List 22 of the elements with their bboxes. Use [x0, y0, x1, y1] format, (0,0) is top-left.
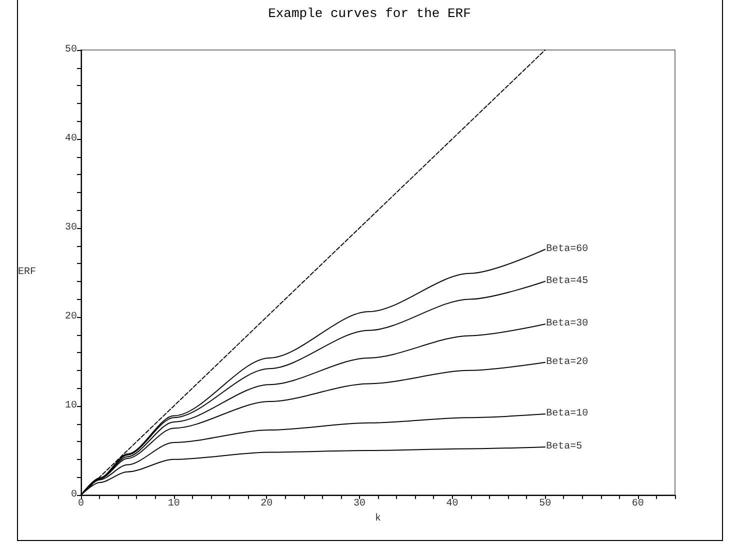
series-label: Beta=10 — [546, 408, 588, 420]
y-tick-label: 0 — [70, 490, 77, 500]
x-tick-label: 20 — [260, 498, 273, 510]
chart-title: Example curves for the ERF — [268, 6, 471, 21]
x-tick-label: 10 — [168, 498, 180, 510]
y-tick-label: 20 — [64, 312, 77, 322]
y-tick-label: 40 — [64, 134, 77, 144]
y-tick-label: 30 — [64, 222, 77, 234]
x-tick-label: 60 — [632, 498, 644, 510]
y-axis-title: ERF — [18, 267, 36, 278]
series-label: Beta=60 — [546, 244, 588, 255]
x-tick-label: 40 — [446, 498, 458, 510]
series-label: Beta=5 — [546, 441, 582, 452]
series-label: Beta=30 — [546, 318, 588, 330]
x-axis-title: k — [374, 512, 382, 524]
x-tick-label: 50 — [539, 498, 552, 510]
y-tick-label: 50 — [64, 44, 77, 56]
x-tick-label: 0 — [78, 498, 84, 510]
y-tick-label: 10 — [64, 400, 77, 412]
series-label: Beta=20 — [546, 356, 588, 368]
x-tick-label: 30 — [353, 498, 366, 510]
series-label: Beta=45 — [546, 276, 588, 287]
